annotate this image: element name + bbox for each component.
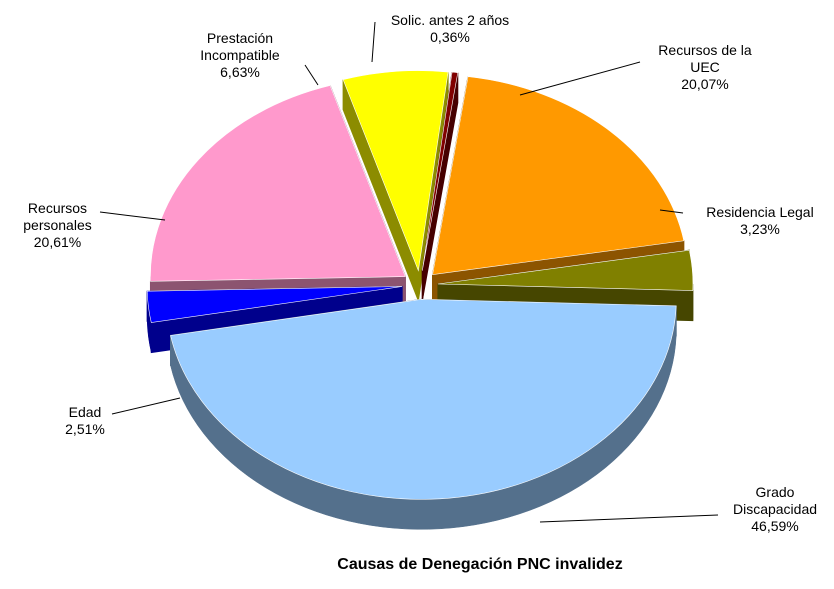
category-label: Recursos personales (23, 200, 92, 233)
slice (432, 76, 685, 276)
value-label: 20,61% (33, 234, 82, 250)
category-label: Grado Discapacidad (732, 484, 818, 517)
slice-label: Edad 2,51% (55, 404, 115, 438)
slice-label: Solic. antes 2 años 0,36% (370, 12, 530, 46)
slice (146, 286, 403, 323)
category-label: Solic. antes 2 años (390, 12, 510, 28)
slice (342, 70, 449, 272)
leader-line (539, 514, 719, 523)
leader-line (304, 64, 319, 86)
slice-label: Grado Discapacidad 46,59% (720, 484, 830, 535)
slice-label: Recursos de la UEC 20,07% (650, 42, 760, 93)
category-label: Residencia Legal (706, 204, 814, 220)
category-label: Prestación Incompatible (200, 30, 280, 63)
value-label: 6,63% (220, 64, 260, 80)
value-label: 3,23% (740, 221, 780, 237)
leader-line (519, 61, 641, 96)
slice (422, 71, 459, 271)
slice-label: Recursos personales 20,61% (10, 200, 105, 251)
slice (437, 249, 694, 291)
value-label: 20,07% (681, 76, 729, 92)
slice (170, 299, 677, 500)
value-label: 46,59% (751, 518, 799, 534)
value-label: 2,51% (65, 421, 105, 437)
chart-title: Causas de Denegación PNC invalidez (337, 556, 623, 573)
slice-label: Residencia Legal 3,23% (690, 204, 830, 238)
leader-line (111, 397, 181, 415)
leader-line (659, 209, 684, 214)
leader-line (99, 211, 166, 221)
category-label: Recursos de la UEC (658, 42, 752, 75)
slice-label: Prestación Incompatible 6,63% (185, 30, 295, 81)
value-label: 0,36% (430, 29, 470, 45)
leader-line (371, 21, 376, 63)
category-label: Edad (68, 404, 102, 420)
slice (150, 85, 406, 282)
